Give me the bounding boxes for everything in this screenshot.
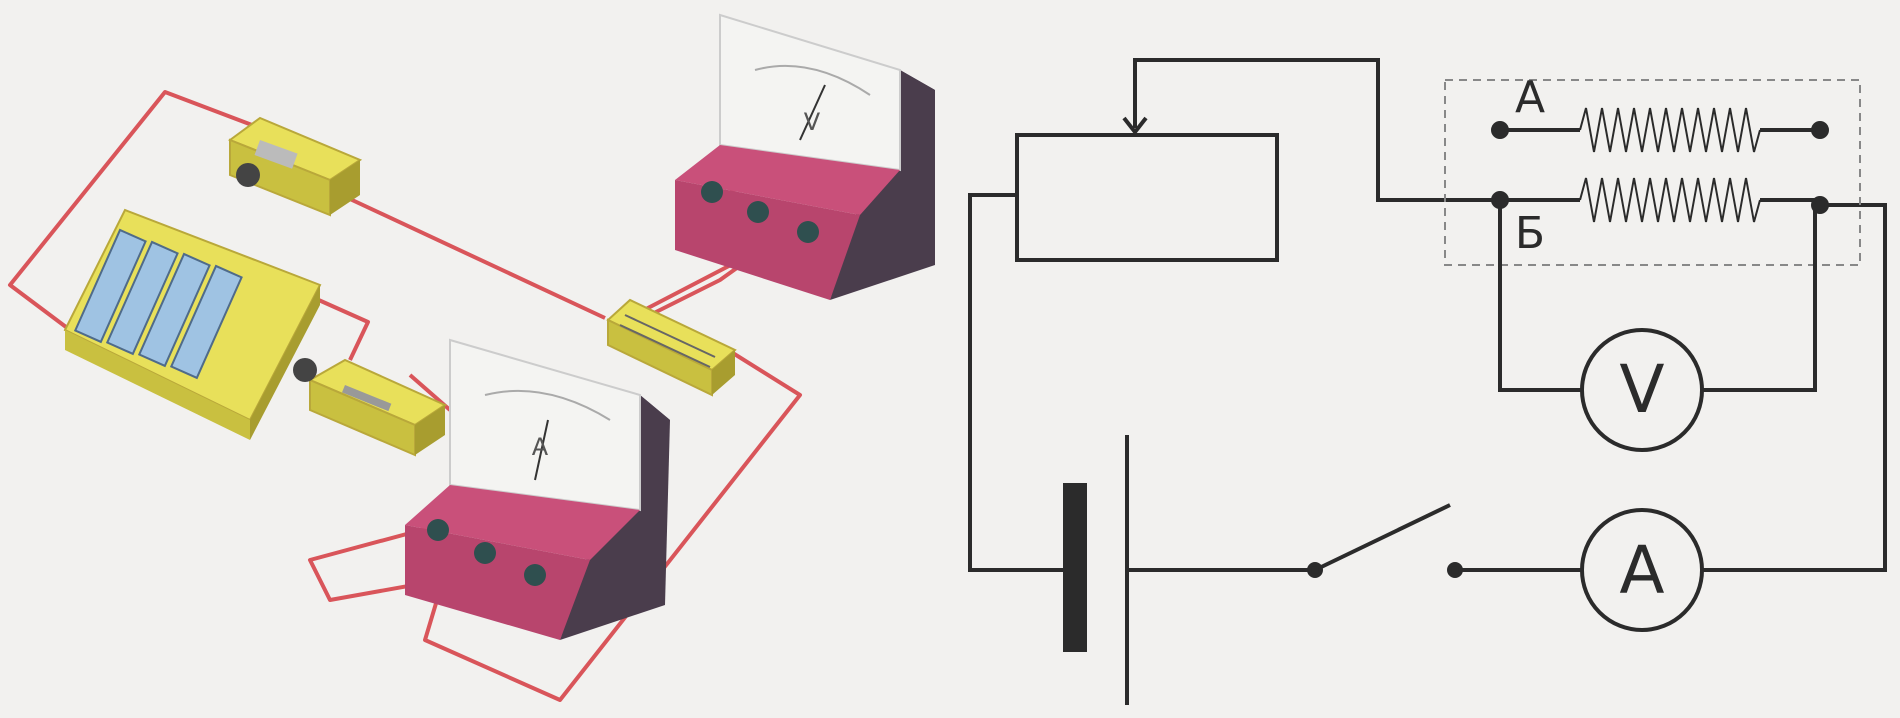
coil-a bbox=[1579, 107, 1761, 153]
battery-holder bbox=[63, 208, 322, 440]
voltmeter-wire-left bbox=[1498, 200, 1582, 392]
ammeter-face-label: A bbox=[532, 433, 549, 461]
voltmeter-label: V bbox=[1619, 351, 1664, 428]
coil-b bbox=[1579, 177, 1761, 223]
rheostat-slider-wire bbox=[1133, 58, 1500, 202]
rheostat bbox=[1015, 133, 1279, 262]
slider-arrow-icon bbox=[1122, 116, 1148, 136]
left-wire bbox=[968, 193, 1065, 572]
switch-middle bbox=[293, 358, 448, 457]
switch-contact-right bbox=[1447, 562, 1463, 578]
battery-negative-plate bbox=[1063, 483, 1087, 652]
switch-lever bbox=[1314, 503, 1451, 572]
ammeter-label: A bbox=[1619, 532, 1664, 609]
switch-contact-left bbox=[1307, 562, 1323, 578]
coil-b-label: Б bbox=[1515, 208, 1545, 259]
switch-top bbox=[227, 116, 363, 217]
coil-a-label: А bbox=[1515, 72, 1545, 123]
voltmeter-wire-right bbox=[1702, 205, 1817, 392]
voltmeter-face-label: V bbox=[804, 108, 821, 136]
coil-a-terminal-left bbox=[1491, 121, 1509, 139]
coil-enclosure bbox=[1444, 79, 1861, 266]
ammeter-device: A bbox=[405, 338, 670, 640]
ammeter-return-wire bbox=[1702, 203, 1887, 572]
voltmeter-device: V bbox=[675, 13, 935, 300]
apparatus-illustration: V A bbox=[8, 13, 935, 702]
circuit-schematic bbox=[968, 58, 1887, 705]
resistor-coils bbox=[606, 298, 737, 397]
coil-a-terminal-right bbox=[1811, 121, 1829, 139]
